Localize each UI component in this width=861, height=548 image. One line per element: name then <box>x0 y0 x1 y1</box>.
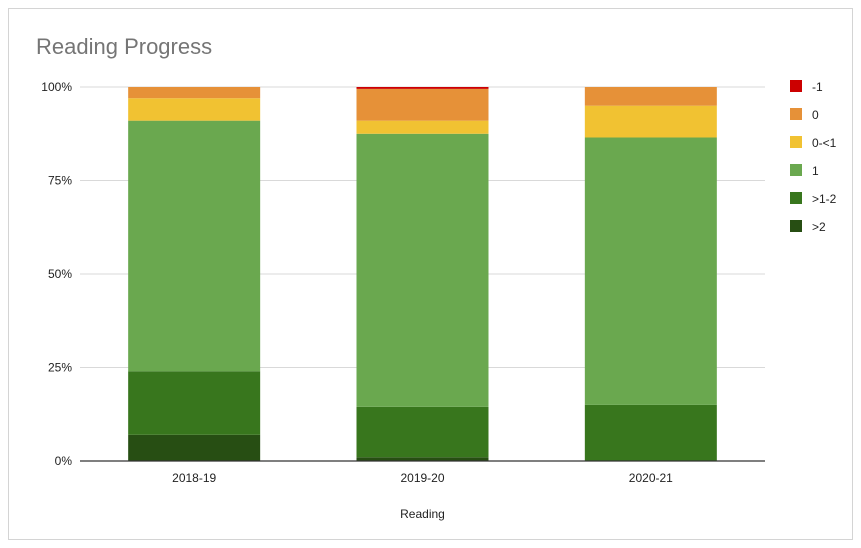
bar-segment <box>584 404 717 461</box>
chart-title: Reading Progress <box>36 34 213 59</box>
bar-segment <box>356 406 489 458</box>
bar-segment <box>128 434 261 461</box>
y-tick-label: 0% <box>55 454 73 468</box>
legend-label: 0 <box>812 108 819 122</box>
legend-label: >2 <box>812 220 826 234</box>
bar-segment <box>356 457 489 461</box>
bars <box>128 87 717 461</box>
bar-segment <box>128 98 261 121</box>
legend-label: 0-<1 <box>812 136 837 150</box>
legend-swatch <box>790 136 802 148</box>
y-tick-label: 25% <box>48 361 72 375</box>
bar-segment <box>584 105 717 138</box>
x-axis-ticks: 2018-19 2019-20 2020-21 <box>172 471 673 485</box>
y-tick-label: 100% <box>41 80 72 94</box>
bar-segment <box>356 133 489 407</box>
legend: -1 0 0-<1 1 >1-2 >2 <box>790 80 837 234</box>
legend-swatch <box>790 80 802 92</box>
x-tick-label: 2019-20 <box>400 471 444 485</box>
legend-label: >1-2 <box>812 192 837 206</box>
legend-swatch <box>790 164 802 176</box>
legend-swatch <box>790 220 802 232</box>
legend-label: 1 <box>812 164 819 178</box>
legend-swatch <box>790 192 802 204</box>
bar-segment <box>584 87 717 106</box>
bar-segment <box>584 137 717 405</box>
bar-segment <box>356 120 489 134</box>
y-axis-ticks: 0% 25% 50% 75% 100% <box>41 80 72 468</box>
bar-segment <box>128 120 261 372</box>
y-tick-label: 50% <box>48 267 72 281</box>
bar-segment <box>128 87 261 99</box>
legend-label: -1 <box>812 80 823 94</box>
x-tick-label: 2018-19 <box>172 471 216 485</box>
bar-segment <box>128 371 261 435</box>
bar-segment <box>356 88 489 121</box>
legend-swatch <box>790 108 802 120</box>
x-axis-label: Reading <box>400 507 445 521</box>
y-tick-label: 75% <box>48 174 72 188</box>
bar-segment <box>356 87 489 89</box>
x-tick-label: 2020-21 <box>629 471 673 485</box>
